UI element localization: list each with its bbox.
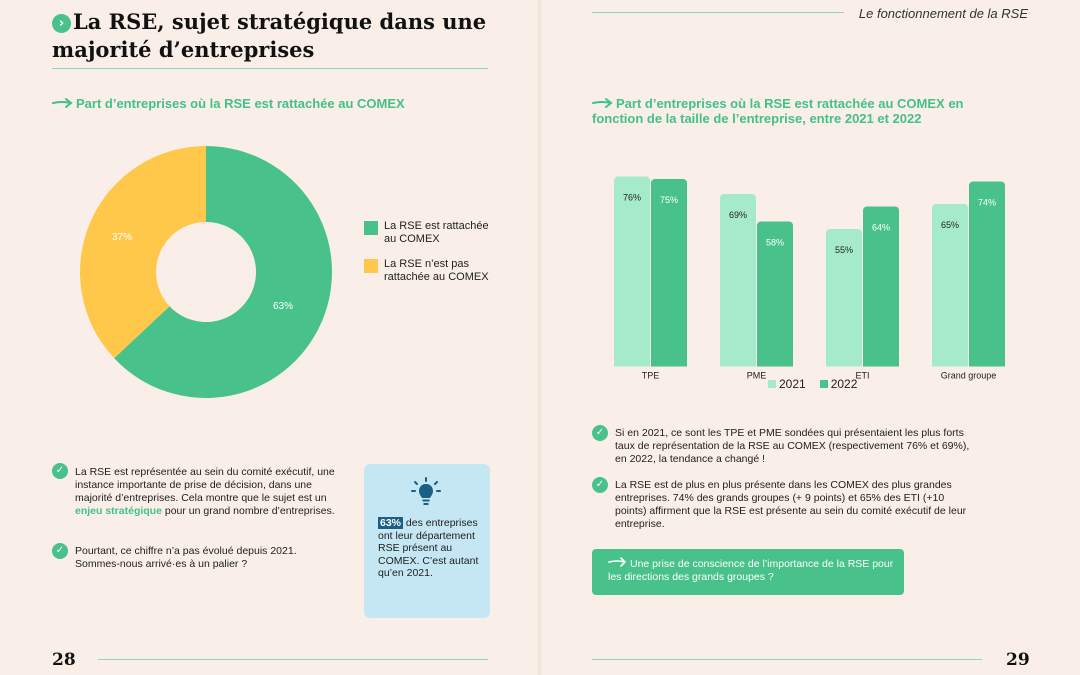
bar-tpe-2022 — [651, 179, 687, 367]
bar-base — [863, 362, 899, 367]
legend-item-2021: 2021 — [768, 377, 806, 391]
callout-text: Une prise de conscience de l’importance … — [608, 558, 894, 583]
left-page: › La RSE, sujet stratégique dans une majo… — [0, 0, 538, 675]
bar-data-label: 64% — [872, 223, 890, 233]
bar-eti-2021 — [826, 229, 862, 367]
arrow-right-icon — [608, 557, 627, 567]
bar-chart-legend: 2021 2022 — [768, 377, 857, 391]
x-tick-label: PME — [747, 371, 767, 381]
section-heading-right: Part d’entreprises où la RSE est rattach… — [592, 96, 992, 126]
check-icon: ✓ — [592, 425, 608, 441]
section-heading-text: Part d’entreprises où la RSE est rattach… — [592, 96, 964, 126]
bar-data-label: 69% — [729, 210, 747, 220]
paragraph-tendance: Si en 2021, ce sont les TPE et PME sondé… — [615, 427, 970, 465]
x-tick-label: ETI — [855, 371, 869, 381]
page-title-text: La RSE, sujet stratégique dans une major… — [52, 9, 487, 62]
bar-base — [720, 362, 756, 367]
legend-item-non-rattachee: La RSE n’est pas rattachée au COMEX — [364, 258, 499, 284]
footer-rule-right — [592, 659, 982, 660]
page-number-right: 29 — [1006, 650, 1030, 670]
paragraph-text: pour un grand nombre d’entreprises. — [161, 505, 335, 517]
legend-item-rattachee: La RSE est rattachée au COMEX — [364, 220, 499, 246]
check-icon: ✓ — [52, 463, 68, 479]
key-figure-description: des entre­prises ont leur département RS… — [378, 517, 479, 579]
paragraph-grandes-entreprises: La RSE est de plus en plus présente dans… — [615, 479, 967, 530]
legend-label: La RSE n’est pas rattachée au COMEX — [384, 258, 489, 283]
donut-chart-svg — [80, 146, 332, 398]
donut-label-non-rattachee: 37% — [112, 232, 133, 243]
bar-pme-2021 — [720, 194, 756, 367]
x-tick-label: TPE — [642, 371, 660, 381]
x-tick-label: Grand groupe — [941, 371, 997, 381]
header-rule-right — [592, 12, 844, 13]
page-number-left: 28 — [52, 650, 76, 670]
donut-slice-1 — [80, 146, 206, 359]
key-figure-box: 63% des entre­prises ont leur départemen… — [364, 464, 490, 618]
bar-data-label: 58% — [766, 238, 784, 248]
bar-eti-2022 — [863, 206, 899, 367]
bar-base — [932, 362, 968, 367]
bar-tpe-2021 — [614, 176, 650, 367]
legend-swatch-2022 — [819, 380, 828, 388]
chevron-right-icon: › — [52, 14, 71, 33]
bar-base — [969, 362, 1005, 367]
section-heading-left: Part d’entreprises où la RSE est rattach… — [52, 96, 492, 111]
legend-swatch-yellow — [364, 259, 378, 273]
bar-base — [826, 362, 862, 367]
bar-base — [757, 362, 793, 367]
callout-box: Une prise de conscience de l’importance … — [592, 549, 904, 595]
running-head: Le fonctionnement de la RSE — [858, 6, 1028, 21]
bar-base — [614, 362, 650, 367]
highlight-enjeu-strategique: enjeu stratégique — [75, 505, 162, 517]
key-figure-text: 63% des entre­prises ont leur départemen… — [378, 517, 482, 580]
bar-data-label: 55% — [835, 245, 853, 255]
legend-label-2022: 2022 — [830, 377, 858, 391]
legend-label: La RSE est rattachée au COMEX — [384, 220, 489, 245]
paragraph-text: La RSE est représentée au sein du comité… — [75, 466, 335, 504]
page-gutter — [538, 0, 542, 675]
lightbulb-icon — [411, 477, 441, 505]
bar-grand-groupe-2021 — [932, 204, 968, 367]
bar-data-label: 76% — [623, 193, 641, 203]
donut-chart: 63% 37% — [78, 144, 334, 400]
footer-rule-left — [98, 659, 488, 660]
legend-item-2022: 2022 — [819, 377, 858, 391]
bar-base — [651, 362, 687, 367]
bar-pme-2022 — [757, 221, 793, 367]
bar-chart: 76% 75% TPE 69% 58% PME 55% 64% ETI 65% 74% Grand g… — [614, 176, 1005, 381]
check-icon: ✓ — [52, 543, 68, 559]
page-title: › La RSE, sujet stratégique dans une majo… — [52, 8, 492, 64]
bar-data-label: 65% — [941, 220, 959, 230]
key-figure-percent: 63% — [378, 517, 404, 529]
arrow-right-icon — [592, 98, 613, 108]
donut-slice-0 — [114, 146, 332, 398]
arrow-right-icon — [52, 98, 73, 108]
donut-label-rattachee: 63% — [273, 301, 294, 312]
legend-swatch-green — [364, 221, 378, 235]
bar-data-label: 74% — [978, 198, 996, 208]
legend-swatch-2021 — [768, 380, 776, 388]
legend-label-2021: 2021 — [779, 377, 806, 391]
paragraph-strategic: La RSE est représentée au sein du comité… — [75, 466, 337, 518]
bar-data-label: 75% — [660, 195, 678, 205]
donut-legend: La RSE est rattachée au COMEX La RSE n’e… — [364, 220, 499, 296]
title-divider — [52, 68, 488, 69]
paragraph-palier: Pourtant, ce chiffre n’a pas évolué depu… — [75, 545, 297, 570]
bar-grand-groupe-2022 — [969, 181, 1005, 367]
check-icon: ✓ — [592, 477, 608, 493]
section-heading-text: Part d’entreprises où la RSE est rattach… — [76, 96, 405, 111]
